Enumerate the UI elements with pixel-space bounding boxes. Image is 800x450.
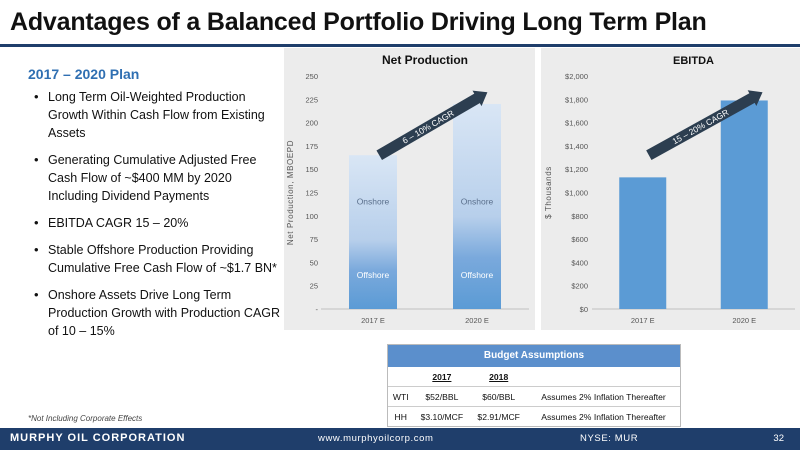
- net-production-chart-panel: Net Production Net Production, MBOEPD - 25 5…: [284, 48, 535, 330]
- slide-title: Advantages of a Balanced Portfolio Drivi…: [10, 8, 707, 36]
- chart-title: Net Production: [382, 53, 468, 67]
- x-tick-label: 2017 E: [361, 316, 385, 325]
- budget-cell: $3.10/MCF: [413, 406, 471, 426]
- y-tick-label: 100: [305, 212, 318, 221]
- y-tick-label: $1,200: [565, 165, 588, 174]
- cagr-arrow-shape: [376, 90, 488, 160]
- y-tick-label: 175: [305, 142, 318, 151]
- budget-note: Assumes 2% Inflation Thereafter: [527, 406, 680, 426]
- budget-note: Assumes 2% Inflation Thereafter: [527, 386, 680, 407]
- budget-row-hh: HH $3.10/MCF $2.91/MCF Assumes 2% Inflat…: [388, 406, 680, 426]
- segment-label-offshore: Offshore: [461, 270, 494, 280]
- bar: [720, 100, 768, 309]
- y-tick-label: 75: [310, 235, 318, 244]
- budget-header-note-blank: [527, 367, 680, 387]
- budget-row-wti: WTI $52/BBL $60/BBL Assumes 2% Inflation…: [388, 386, 680, 407]
- budget-table-title: Budget Assumptions: [388, 345, 680, 367]
- budget-year-2018: 2018: [489, 371, 509, 382]
- segment-label-onshore: Onshore: [461, 197, 494, 207]
- net-production-chart: Net Production Net Production, MBOEPD - 25 5…: [286, 53, 529, 325]
- title-divider: [0, 44, 800, 47]
- y-tick-label: 25: [310, 282, 318, 291]
- y-tick-label: 250: [305, 72, 318, 81]
- plan-bullet: EBITDA CAGR 15 – 20%: [34, 214, 283, 232]
- budget-cell: $2.91/MCF: [470, 406, 528, 426]
- footer-company: MURPHY OIL CORPORATION: [10, 432, 186, 444]
- ebitda-chart: EBITDA $ Thousands $0 $200 $400 $600 $800 $1,00…: [544, 55, 795, 325]
- bar: [453, 103, 501, 310]
- budget-assumptions-table: Budget Assumptions 2017 2018 WTI $52/BBL…: [387, 344, 681, 427]
- y-tick-label: 150: [305, 165, 318, 174]
- footer-url[interactable]: www.murphyoilcorp.com: [318, 433, 434, 444]
- footer-ticker: NYSE: MUR: [580, 433, 639, 444]
- footer-bar: MURPHY OIL CORPORATION www.murphyoilcorp…: [0, 428, 800, 450]
- cagr-label: 6 – 10% CAGR: [400, 108, 455, 146]
- y-tick-label: 50: [310, 258, 318, 267]
- chart-title: EBITDA: [673, 55, 714, 67]
- y-tick-label: $2,000: [565, 72, 588, 81]
- bar: [619, 177, 667, 309]
- budget-row-name: WTI: [388, 386, 414, 407]
- y-axis-label: Net Production, MBOEPD: [286, 140, 295, 245]
- x-tick-label: 2017 E: [631, 316, 655, 325]
- y-tick-label: 200: [305, 119, 318, 128]
- plan-bullet: Stable Offshore Production Providing Cum…: [34, 241, 283, 277]
- segment-label-offshore: Offshore: [357, 270, 390, 280]
- x-tick-label: 2020 E: [732, 316, 756, 325]
- y-tick-label: $1,600: [565, 119, 588, 128]
- x-tick-label: 2020 E: [465, 316, 489, 325]
- budget-cell: $52/BBL: [413, 386, 471, 407]
- cagr-arrow-shape: [646, 90, 763, 161]
- y-tick-label: $0: [580, 305, 588, 314]
- y-tick-label: -: [316, 305, 319, 314]
- y-tick-label: $200: [571, 282, 588, 291]
- plan-bullet: Generating Cumulative Adjusted Free Cash…: [34, 151, 283, 205]
- y-axis-label: $ Thousands: [544, 166, 553, 219]
- page-number: 32: [773, 433, 784, 444]
- y-tick-label: $400: [571, 258, 588, 267]
- y-tick-label: 125: [305, 189, 318, 198]
- segment-label-onshore: Onshore: [357, 197, 390, 207]
- plan-heading: 2017 – 2020 Plan: [28, 66, 140, 82]
- plan-bullet: Long Term Oil-Weighted Production Growth…: [34, 88, 283, 142]
- y-tick-label: $1,400: [565, 142, 588, 151]
- budget-header-blank: [388, 367, 413, 387]
- y-tick-label: $1,000: [565, 189, 588, 198]
- footnote: *Not Including Corporate Effects: [28, 414, 143, 423]
- y-tick-label: $800: [571, 212, 588, 221]
- plan-section: 2017 – 2020 Plan Long Term Oil-Weighted …: [28, 66, 283, 349]
- bar: [349, 155, 397, 309]
- budget-year-2017: 2017: [432, 371, 452, 382]
- y-tick-label: $600: [571, 235, 588, 244]
- plan-bullet: Onshore Assets Drive Long Term Productio…: [34, 286, 283, 340]
- budget-row-name: HH: [388, 406, 414, 426]
- ebitda-chart-panel: EBITDA $ Thousands $0 $200 $400 $600 $800 $1,00…: [541, 48, 800, 330]
- budget-header-row: 2017 2018: [388, 367, 680, 387]
- plan-bullet-list: Long Term Oil-Weighted Production Growth…: [28, 88, 283, 340]
- y-tick-label: $1,800: [565, 95, 588, 104]
- budget-cell: $60/BBL: [470, 386, 528, 407]
- y-tick-label: 225: [305, 95, 318, 104]
- budget-table: 2017 2018 WTI $52/BBL $60/BBL Assumes 2%…: [388, 367, 680, 426]
